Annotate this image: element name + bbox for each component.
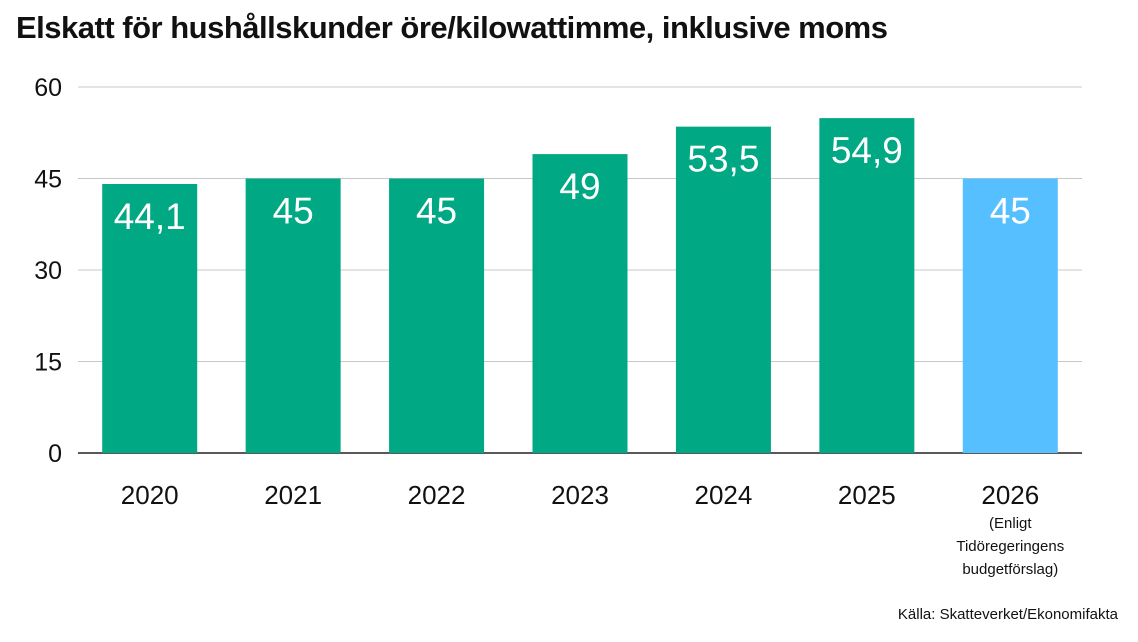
bar xyxy=(102,183,198,454)
bar xyxy=(819,118,915,454)
bar-value-label: 53,5 xyxy=(687,139,759,180)
bar-value-label: 45 xyxy=(990,191,1031,232)
x-tick-note: Tidöregeringens xyxy=(956,538,1064,555)
x-tick-note: (Enligt xyxy=(989,515,1032,532)
x-tick-label: 2024 xyxy=(695,480,753,510)
x-tick-label: 2026 xyxy=(981,480,1039,510)
x-tick-note: budgetförslag) xyxy=(962,561,1058,578)
bar xyxy=(245,178,341,453)
x-tick-label: 2023 xyxy=(551,480,609,510)
y-tick-label: 45 xyxy=(34,166,62,194)
y-tick-label: 60 xyxy=(34,74,62,102)
bar-value-label: 44,1 xyxy=(114,196,186,237)
bar xyxy=(532,154,628,453)
x-tick-label: 2020 xyxy=(121,480,179,510)
y-tick-label: 0 xyxy=(48,440,62,468)
y-tick-label: 15 xyxy=(34,349,62,377)
bars: 44,1 45 45 49 53,5 54,9 45 xyxy=(102,118,1058,454)
y-tick-label: 30 xyxy=(34,257,62,285)
source-note: Källa: Skatteverket/Ekonomifakta xyxy=(897,606,1118,623)
x-tick-label: 2025 xyxy=(838,480,896,510)
bar xyxy=(675,126,771,454)
y-axis-ticks: 0 15 30 45 60 xyxy=(34,74,62,468)
bar-value-label: 45 xyxy=(416,191,457,232)
bar-value-label: 54,9 xyxy=(831,130,903,171)
x-tick-label: 2021 xyxy=(264,480,322,510)
chart-title: Elskatt för hushållskunder öre/kilowatti… xyxy=(16,10,888,45)
x-tick-label: 2022 xyxy=(408,480,466,510)
x-axis-ticks: 2020 2021 2022 2023 2024 2025 2026 (Enligt Tidör… xyxy=(121,480,1064,578)
bar xyxy=(389,178,485,453)
bar xyxy=(962,178,1058,453)
bar-value-label: 45 xyxy=(273,191,314,232)
bar-value-label: 49 xyxy=(559,166,600,207)
